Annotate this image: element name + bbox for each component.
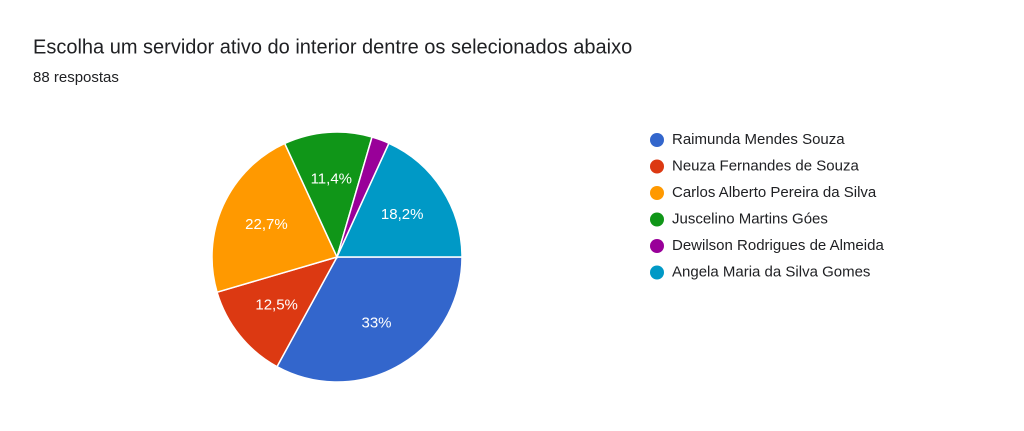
slice-label: 22,7% <box>245 216 288 233</box>
legend-marker <box>650 133 664 147</box>
slice-label: 11,4% <box>311 171 352 188</box>
slice-label: 33% <box>362 315 392 332</box>
chart-subtitle: 88 respostas <box>33 69 119 86</box>
pie-slice <box>216 255 339 368</box>
chart-title: Escolha um servidor ativo do interior de… <box>33 36 632 58</box>
slice-label: 12,5% <box>255 297 298 314</box>
legend-label: Neuza Fernandes de Souza <box>672 157 859 174</box>
legend-marker <box>650 212 664 227</box>
legend-label: Raimunda Mendes Souza <box>672 131 845 148</box>
legend-marker <box>650 265 664 280</box>
legend-marker <box>650 186 664 200</box>
pie-slice <box>335 142 463 258</box>
legend-label: Angela Maria da Silva Gomes <box>672 263 870 280</box>
legend-marker <box>650 239 664 253</box>
legend-marker <box>650 159 664 174</box>
legend-label: Dewilson Rodrigues de Almeida <box>672 237 884 254</box>
pie-slice <box>275 256 463 383</box>
legend-label: Carlos Alberto Pereira da Silva <box>672 184 877 201</box>
legend-label: Juscelino Martins Góes <box>672 210 828 227</box>
slice-label: 18,2% <box>381 206 424 223</box>
pie-slice <box>211 142 339 294</box>
pie-slice <box>283 131 373 260</box>
